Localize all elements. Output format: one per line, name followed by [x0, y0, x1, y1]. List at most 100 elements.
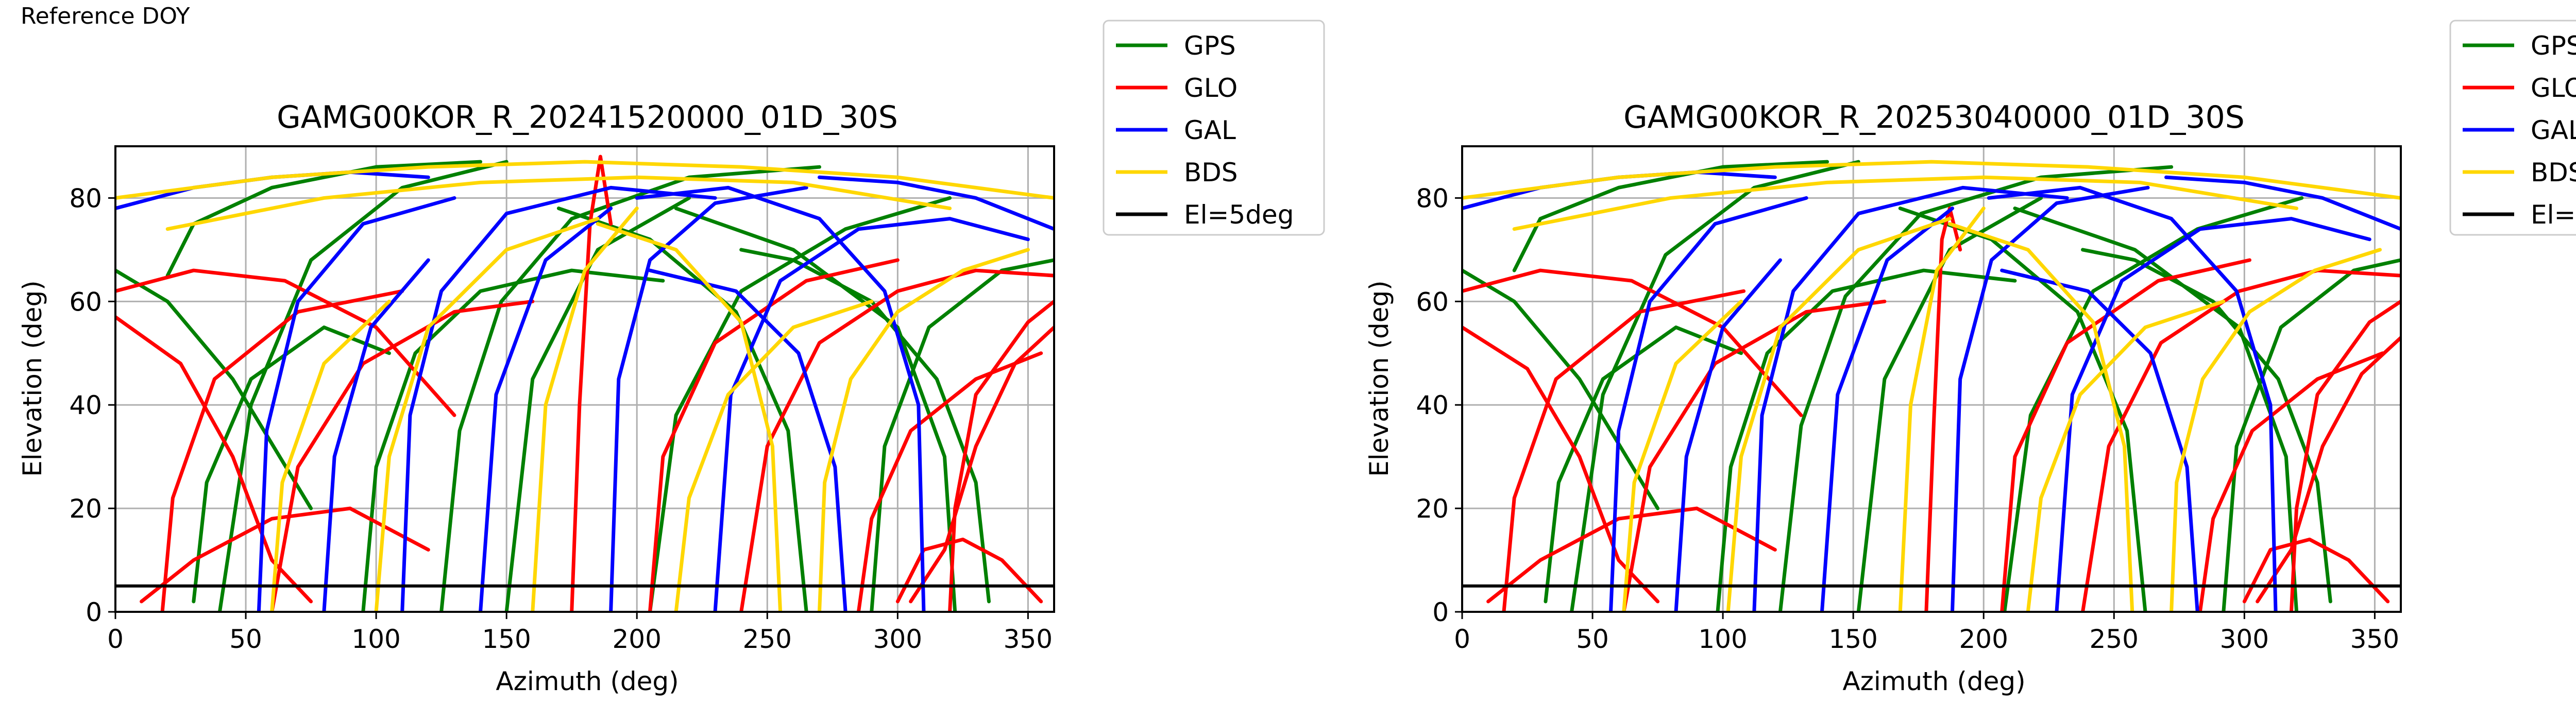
track-bds-7 — [270, 299, 391, 612]
track-gal-6 — [1674, 258, 1782, 612]
axes-frame — [1461, 145, 2402, 613]
figure-suptitle: Reference DOY — [21, 3, 190, 29]
track-gps-1 — [439, 165, 821, 612]
track-gps-8 — [165, 160, 483, 278]
x-tick-label: 200 — [613, 624, 662, 654]
legend: GPS GLO GAL BDS El=5deg — [1103, 20, 1325, 236]
legend-box — [2449, 20, 2576, 236]
track-glo-5 — [2081, 268, 2401, 612]
track-glo-7 — [270, 299, 535, 612]
legend-label-bds: BDS — [1184, 158, 1238, 187]
track-glo-3 — [2256, 336, 2401, 604]
track-gal-0 — [1608, 196, 1808, 612]
y-tick-label: 80 — [69, 183, 102, 213]
y-tick-label: 0 — [86, 597, 102, 627]
legend-label-glo: GLO — [1184, 73, 1238, 103]
legend-label-gps: GPS — [1184, 31, 1236, 61]
x-tick-label: 100 — [1698, 624, 1747, 654]
track-gps-8 — [1512, 160, 1829, 272]
track-bds-0 — [1726, 217, 1952, 612]
track-bds-3 — [165, 175, 952, 231]
y-tick-label: 80 — [1416, 183, 1449, 213]
track-bds-0 — [374, 217, 600, 612]
track-gps-2 — [2003, 196, 2304, 612]
track-gal-1 — [400, 185, 717, 612]
track-gal-0 — [257, 196, 456, 612]
track-gps-6 — [1544, 325, 1743, 604]
track-gal-3 — [1987, 185, 2278, 612]
track-bds-4 — [531, 207, 639, 612]
x-tick-label: 250 — [2090, 624, 2139, 654]
x-tick-label: 100 — [351, 624, 400, 654]
legend-label-el-5deg: El=5deg — [1184, 200, 1294, 230]
x-tick-label: 150 — [482, 624, 531, 654]
legend-box — [1103, 20, 1325, 236]
track-glo-6 — [1462, 268, 1803, 417]
track-gps-3 — [2013, 207, 2299, 612]
track-glo-4 — [1924, 207, 1962, 612]
track-gps-7 — [739, 248, 991, 604]
y-tick-label: 20 — [69, 494, 102, 524]
x-tick-label: 300 — [2220, 624, 2269, 654]
legend-label-el-5deg: El=5deg — [2531, 200, 2576, 230]
legend-label-glo: GLO — [2531, 73, 2576, 103]
track-bds-2 — [1462, 160, 2401, 200]
chart-title: GAMG00KOR_R_20253040000_01D_30S — [1623, 99, 2245, 135]
track-gps-0 — [1570, 160, 1860, 612]
chart-panel-left: GAMG00KOR_R_20241520000_01D_30S Azimuth … — [18, 20, 1325, 696]
chart-panel-right: GAMG00KOR_R_20253040000_01D_30S Azimuth … — [1364, 20, 2576, 696]
y-tick-label: 20 — [1416, 494, 1449, 524]
track-gal-1 — [1752, 185, 2069, 612]
x-tick-label: 250 — [743, 624, 792, 654]
x-tick-label: 50 — [229, 624, 262, 654]
track-bds-3 — [1512, 175, 2299, 231]
axes-frame — [114, 145, 1055, 613]
track-gal-2 — [713, 217, 1030, 612]
track-gps-2 — [648, 196, 952, 612]
x-axis-label: Azimuth (deg) — [1842, 666, 2025, 696]
track-glo-11 — [648, 258, 900, 612]
track-glo-2 — [115, 315, 313, 604]
track-bds-2 — [115, 160, 1054, 200]
y-axis-label: Elevation (deg) — [18, 280, 47, 476]
ticks: 0 50 100 150 200 250 300 350 0 20 40 60 80 — [69, 183, 1053, 654]
track-gal-3 — [635, 185, 926, 612]
track-glo-8 — [856, 351, 1043, 612]
track-bds-4 — [1898, 207, 1986, 612]
track-glo-5 — [739, 268, 1054, 612]
track-bds-6 — [2170, 248, 2382, 612]
track-gps-7 — [2081, 248, 2332, 604]
track-glo-10 — [895, 537, 1043, 604]
legend-label-gal: GAL — [1184, 115, 1236, 145]
legend-label-gps: GPS — [2531, 31, 2576, 61]
track-gal-4 — [1950, 185, 2150, 612]
track-glo-6 — [115, 268, 456, 417]
x-tick-label: 150 — [1828, 624, 1877, 654]
track-bds-5 — [674, 299, 874, 612]
track-gps-3 — [674, 207, 957, 612]
track-gal-4 — [609, 185, 808, 612]
track-gal-9 — [479, 207, 613, 612]
track-gal-8 — [2164, 175, 2401, 231]
x-tick-label: 350 — [2350, 624, 2399, 654]
track-glo-1 — [2289, 299, 2401, 612]
track-bds-5 — [2026, 299, 2226, 612]
track-gal-8 — [818, 175, 1054, 231]
x-axis-label: Azimuth (deg) — [496, 666, 679, 696]
track-gps-9 — [504, 196, 691, 612]
y-tick-label: 60 — [1416, 287, 1449, 317]
track-glo-3 — [909, 325, 1054, 604]
legend: GPS GLO GAL BDS El=5deg — [2449, 20, 2576, 236]
track-gps-1 — [1778, 165, 2174, 612]
legend-label-gal: GAL — [2531, 115, 2576, 145]
track-gps-9 — [1856, 196, 2043, 612]
track-gps-6 — [192, 325, 391, 604]
plot-area — [115, 155, 1054, 612]
track-glo-9 — [140, 506, 430, 604]
track-gps-11 — [115, 268, 313, 510]
track-bds-6 — [818, 248, 1030, 612]
track-glo-7 — [1622, 299, 1887, 612]
axes-border — [1461, 145, 2402, 613]
track-bds-1 — [1947, 222, 2134, 612]
y-axis-label: Elevation (deg) — [1364, 280, 1394, 476]
